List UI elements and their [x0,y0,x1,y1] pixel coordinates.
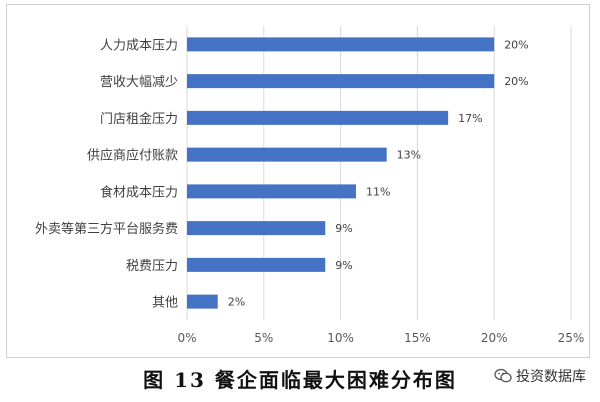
gridlines [186,26,572,320]
watermark-text: 投资数据库 [516,369,586,385]
category-label: 外卖等第三方平台服务费 [35,221,178,237]
bar [187,147,387,162]
x-tick-label: 10% [327,331,354,345]
bar [187,184,356,199]
value-label: 2% [228,296,245,309]
bar [187,294,218,309]
value-label: 17% [458,112,482,125]
category-label: 供应商应付账款 [87,148,178,164]
bar-chart: 人力成本压力营收大幅减少门店租金压力供应商应付账款食材成本压力外卖等第三方平台服… [35,26,584,345]
value-labels: 20% 20% 17% 13% 11% 9% 9% 2% [228,38,529,308]
category-label: 营收大幅减少 [100,75,178,90]
value-label: 20% [504,75,528,88]
bar [187,74,495,89]
value-label: 20% [504,38,528,51]
bar [187,37,495,52]
chart-frame [6,4,590,358]
category-label: 税费压力 [126,259,178,274]
value-label: 9% [335,222,352,235]
x-tick-label: 0% [177,331,196,345]
figure-caption: 图 13 餐企面临最大困难分布图 [143,368,457,392]
category-label: 门店租金压力 [100,111,178,127]
x-tick-labels: 0% 5% 10% 15% 20% 25% [177,331,584,345]
x-tick-label: 5% [254,331,273,345]
value-label: 13% [397,149,421,162]
x-tick-label: 25% [558,331,585,345]
value-label: 9% [335,259,352,272]
bar [187,110,449,125]
category-label: 其他 [152,296,178,311]
category-labels: 人力成本压力营收大幅减少门店租金压力供应商应付账款食材成本压力外卖等第三方平台服… [35,38,178,310]
x-tick-label: 15% [404,331,431,345]
bar [187,257,326,272]
wechat-icon [494,368,512,383]
x-tick-label: 20% [481,331,508,345]
category-label: 食材成本压力 [100,184,178,200]
value-label: 11% [366,185,390,198]
bars [187,37,495,309]
category-label: 人力成本压力 [100,38,178,53]
bar [187,221,326,236]
watermark: 投资数据库 [494,366,586,386]
